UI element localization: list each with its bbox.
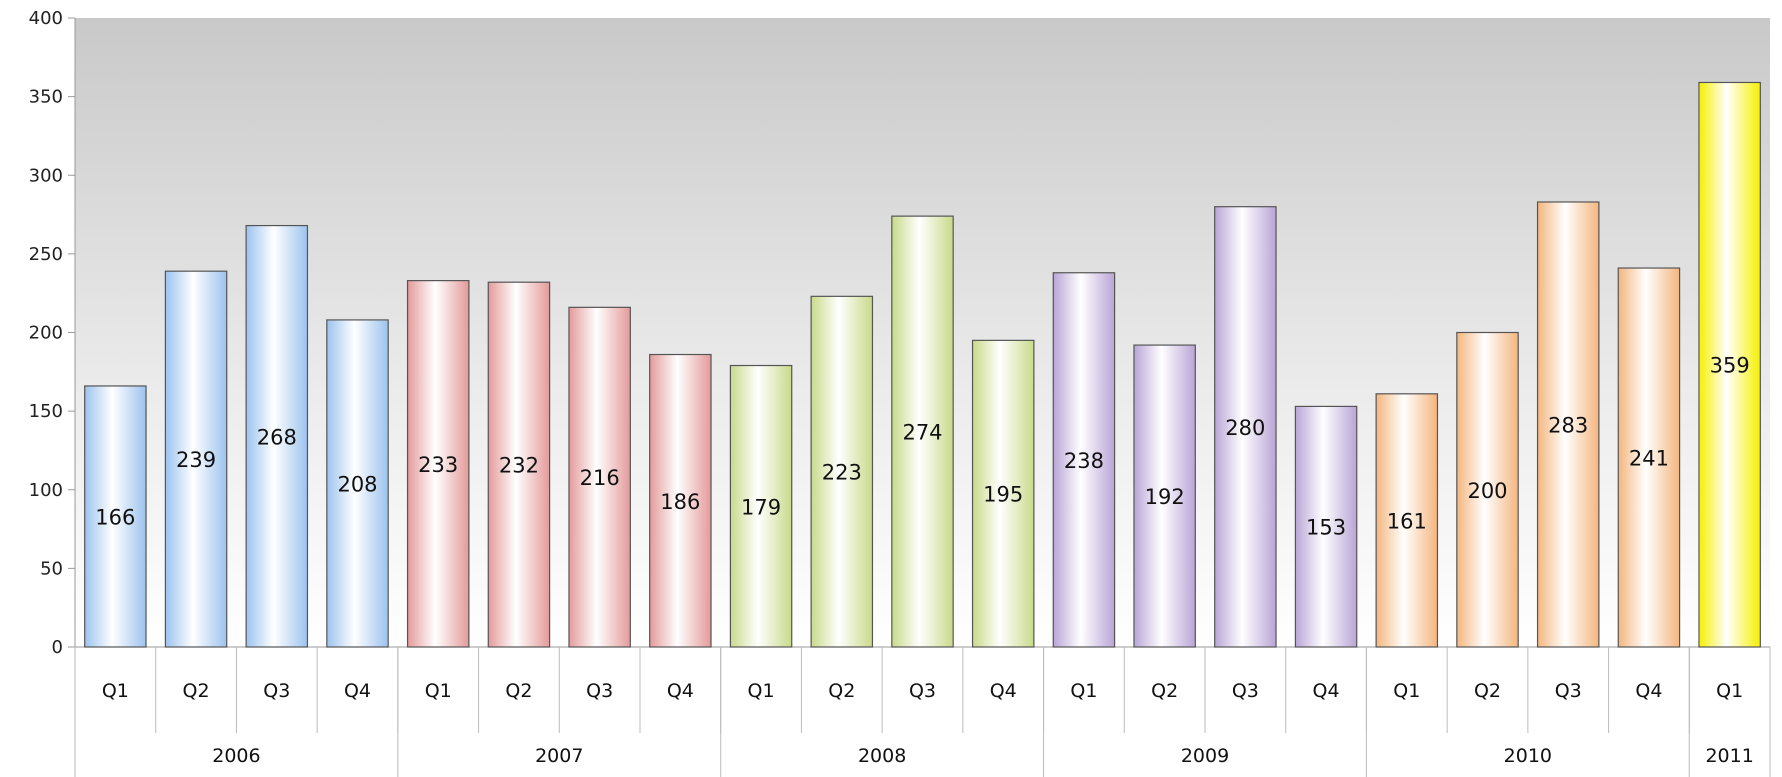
x-category-label: Q4 xyxy=(990,680,1017,702)
x-group-label: 2010 xyxy=(1504,745,1552,767)
x-category-label: Q4 xyxy=(344,680,371,702)
y-tick-label: 250 xyxy=(29,244,63,265)
bar-2006-q3 xyxy=(245,224,309,648)
data-label: 200 xyxy=(1467,479,1507,503)
x-group-label: 2011 xyxy=(1705,745,1753,767)
x-category-label: Q2 xyxy=(183,680,210,702)
x-group-label: 2006 xyxy=(212,745,260,767)
y-tick-label: 400 xyxy=(29,8,63,29)
x-category-label: Q2 xyxy=(1151,680,1178,702)
bar-2009-q1 xyxy=(1052,272,1116,648)
x-group-label: 2009 xyxy=(1181,745,1229,767)
x-category-label: Q1 xyxy=(425,680,452,702)
bar-2008-q2 xyxy=(810,295,874,648)
bar-2007-q1 xyxy=(406,280,470,648)
bar-2010-q4 xyxy=(1617,267,1681,648)
x-category-label: Q1 xyxy=(1393,680,1420,702)
data-label: 274 xyxy=(902,421,942,445)
bar-2008-q1 xyxy=(729,364,793,648)
bar-2010-q1 xyxy=(1375,393,1439,648)
bar-2011-q1 xyxy=(1698,81,1761,648)
x-category-label: Q1 xyxy=(1716,680,1743,702)
y-tick-label: 0 xyxy=(52,637,63,658)
data-label: 208 xyxy=(337,472,377,496)
data-label: 238 xyxy=(1064,449,1104,473)
bar-2006-q1 xyxy=(84,385,147,648)
x-category-label: Q3 xyxy=(586,680,613,702)
data-label: 179 xyxy=(741,495,781,519)
data-label: 166 xyxy=(95,505,135,529)
data-label: 216 xyxy=(580,466,620,490)
x-group-label: 2008 xyxy=(858,745,906,767)
x-category-label: Q3 xyxy=(909,680,936,702)
bar-2009-q4 xyxy=(1294,405,1358,648)
x-group-label: 2007 xyxy=(535,745,583,767)
y-tick-label: 300 xyxy=(29,165,63,186)
data-label: 232 xyxy=(499,454,539,478)
x-category-label: Q3 xyxy=(1555,680,1582,702)
x-category-label: Q2 xyxy=(505,680,532,702)
y-tick-label: 50 xyxy=(40,558,63,579)
x-category-label: Q3 xyxy=(263,680,290,702)
data-label: 239 xyxy=(176,448,216,472)
x-category-label: Q4 xyxy=(1635,680,1662,702)
x-category-label: Q2 xyxy=(828,680,855,702)
y-tick-label: 100 xyxy=(29,480,63,501)
data-label: 359 xyxy=(1710,354,1750,378)
y-tick-label: 200 xyxy=(29,323,63,344)
bar-2006-q4 xyxy=(326,319,389,648)
x-category-label: Q1 xyxy=(102,680,129,702)
data-label: 268 xyxy=(257,425,297,449)
data-label: 195 xyxy=(983,483,1023,507)
y-tick-label: 150 xyxy=(29,401,63,422)
bar-2007-q2 xyxy=(487,281,551,648)
x-category-label: Q3 xyxy=(1232,680,1259,702)
x-category-label: Q1 xyxy=(1070,680,1097,702)
y-tick-label: 350 xyxy=(29,87,63,108)
x-category-label: Q2 xyxy=(1474,680,1501,702)
bar-2010-q2 xyxy=(1456,331,1519,648)
bar-2009-q3 xyxy=(1214,206,1277,648)
bar-2008-q3 xyxy=(891,215,954,648)
data-label: 280 xyxy=(1225,416,1265,440)
data-label: 153 xyxy=(1306,516,1346,540)
bar-2009-q2 xyxy=(1133,344,1196,648)
data-label: 233 xyxy=(418,453,458,477)
bar-2007-q4 xyxy=(649,353,712,648)
x-category-label: Q4 xyxy=(667,680,694,702)
bar-2010-q3 xyxy=(1536,201,1600,648)
x-category-label: Q1 xyxy=(748,680,775,702)
data-label: 186 xyxy=(660,490,700,514)
data-label: 283 xyxy=(1548,413,1588,437)
bar-2008-q4 xyxy=(971,339,1035,648)
data-label: 241 xyxy=(1629,447,1669,471)
data-label: 161 xyxy=(1387,509,1427,533)
data-label: 192 xyxy=(1145,485,1185,509)
x-category-label: Q4 xyxy=(1313,680,1340,702)
data-label: 223 xyxy=(822,461,862,485)
bar-2007-q3 xyxy=(568,306,631,648)
bar-2006-q2 xyxy=(164,270,228,648)
